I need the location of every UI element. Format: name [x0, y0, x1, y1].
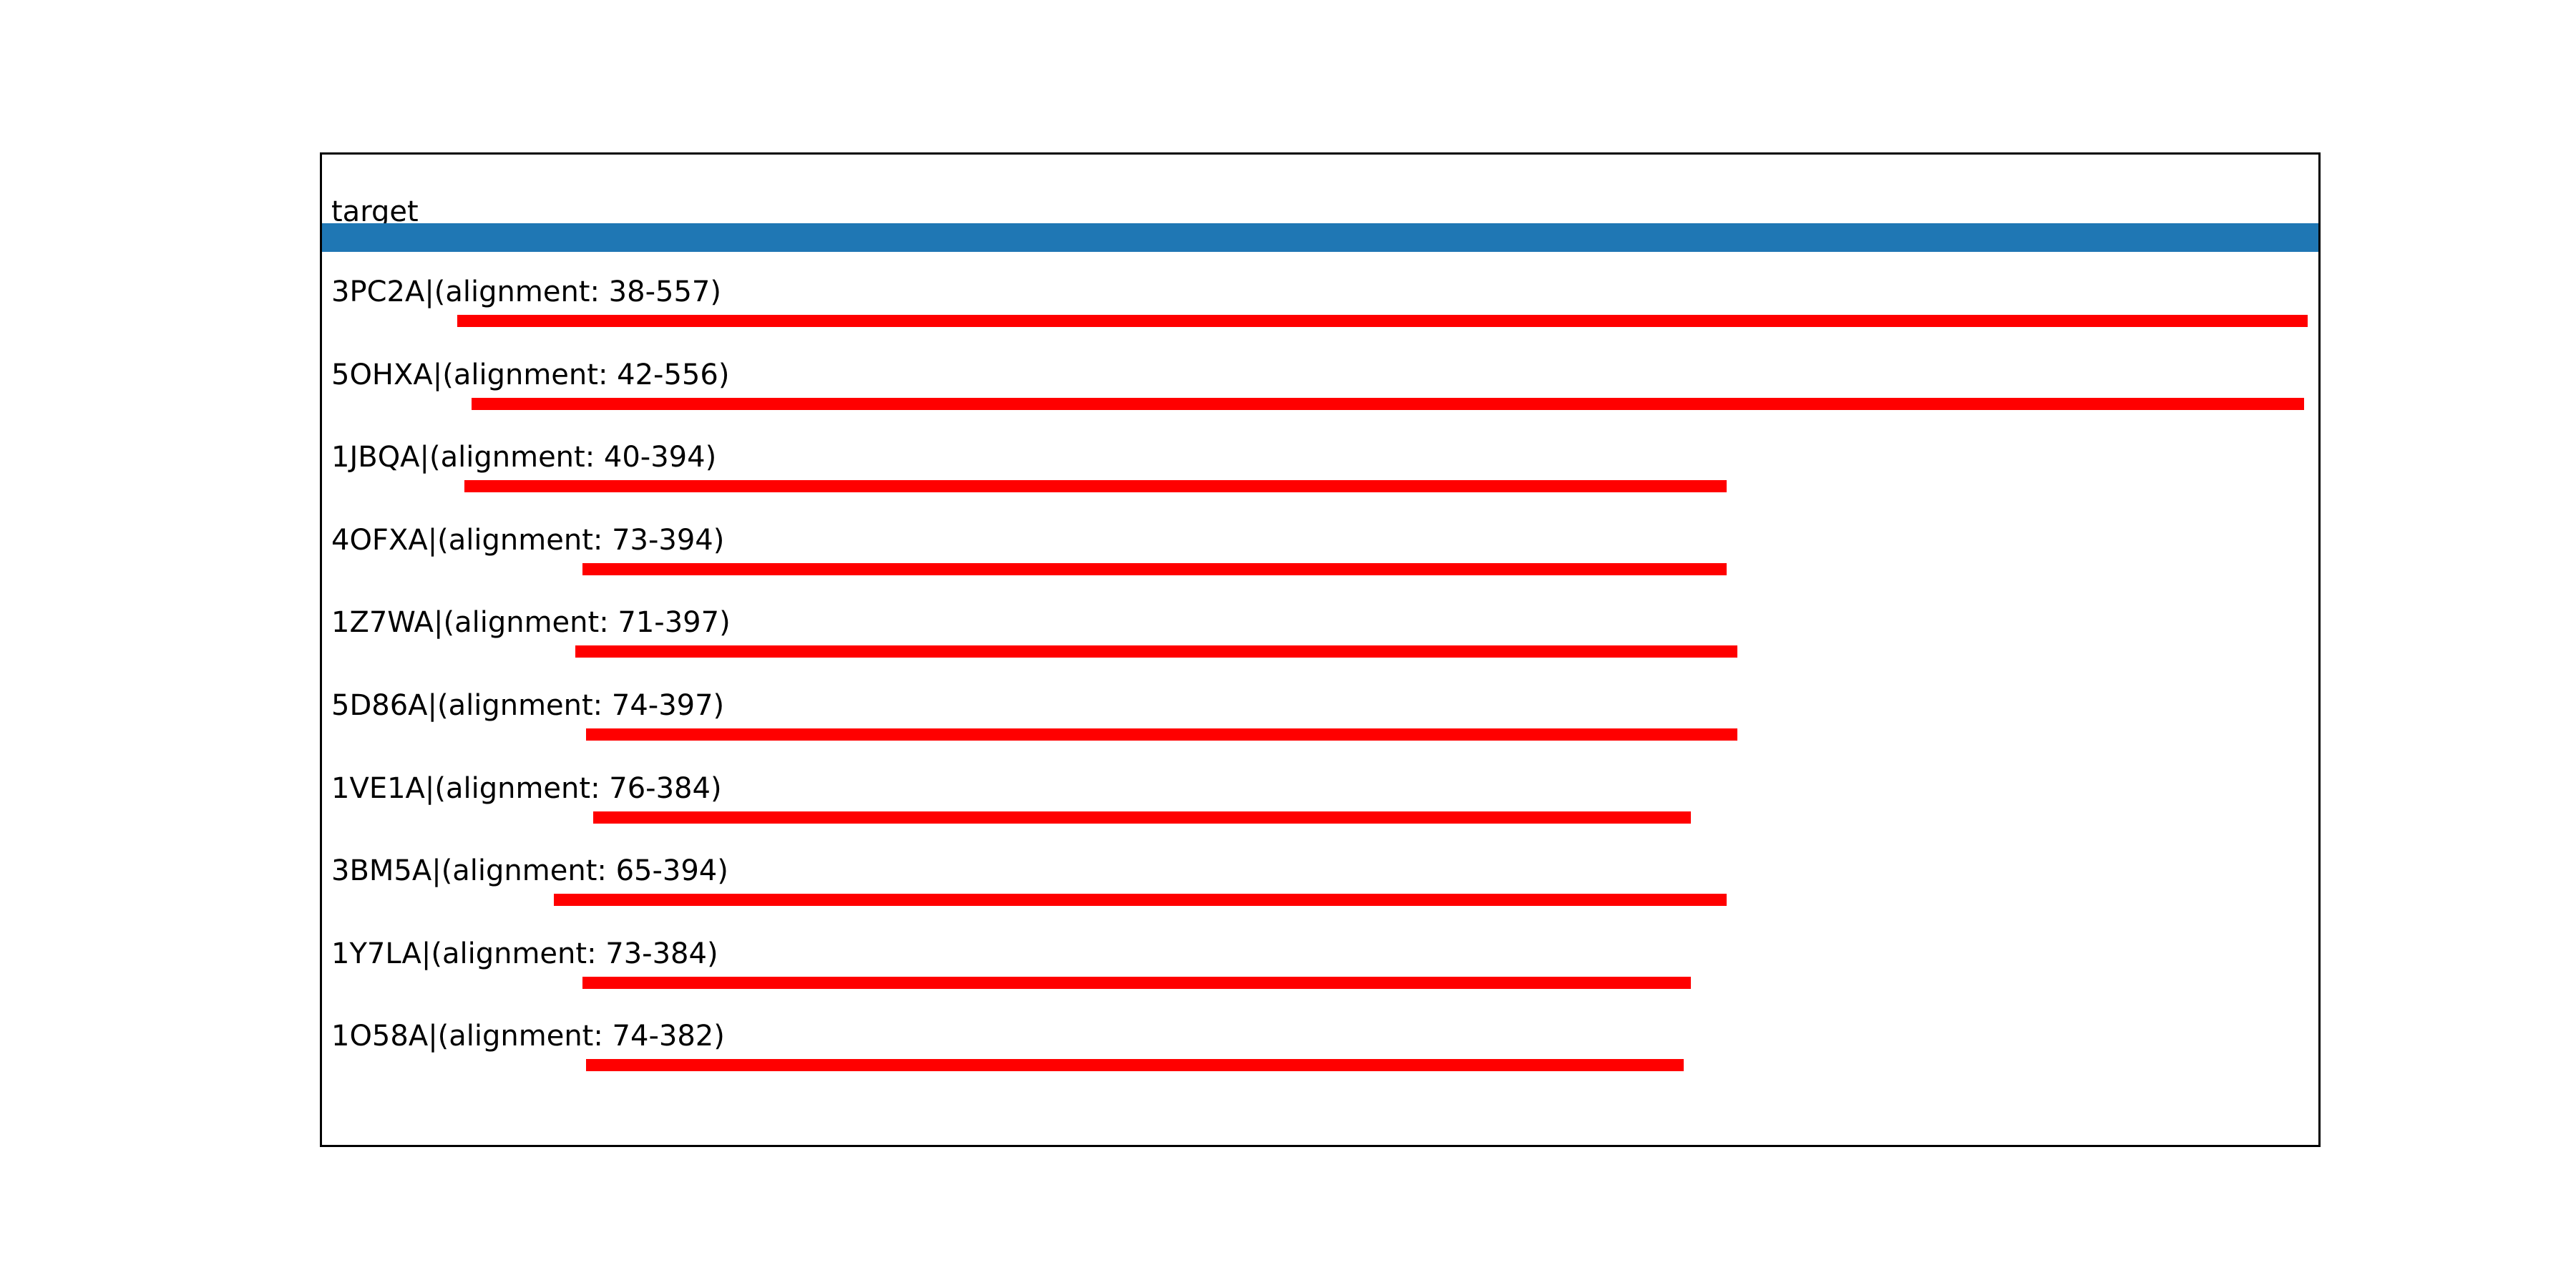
hit-label: 1JBQA|(alignment: 40-394): [331, 441, 717, 474]
hit-label: 4OFXA|(alignment: 73-394): [331, 523, 725, 557]
hit-label: 5D86A|(alignment: 74-397): [331, 689, 725, 722]
hit-label: 1O58A|(alignment: 74-382): [331, 1020, 725, 1053]
hit-bar: [592, 811, 1692, 824]
hit-bar: [553, 894, 1727, 907]
hit-bar: [464, 480, 1727, 493]
target-label: target: [331, 195, 419, 228]
hit-bar: [585, 728, 1737, 741]
hit-bar: [582, 976, 1692, 989]
hit-bar: [472, 397, 2305, 410]
target-bar: [322, 223, 2318, 252]
hit-label: 5OHXA|(alignment: 42-556): [331, 358, 730, 391]
alignment-plot: target 3PC2A|(alignment: 38-557) 5OHXA|(a…: [320, 152, 2321, 1147]
hit-bar: [457, 315, 2308, 327]
hit-label: 3PC2A|(alignment: 38-557): [331, 275, 721, 308]
hit-label: 1Z7WA|(alignment: 71-397): [331, 606, 731, 640]
hit-label: 3BM5A|(alignment: 65-394): [331, 854, 728, 888]
hit-bar: [585, 1059, 1684, 1072]
hit-label: 1Y7LA|(alignment: 73-384): [331, 937, 718, 970]
hit-bar: [575, 645, 1737, 658]
hit-bar: [582, 562, 1727, 575]
hit-label: 1VE1A|(alignment: 76-384): [331, 771, 722, 805]
